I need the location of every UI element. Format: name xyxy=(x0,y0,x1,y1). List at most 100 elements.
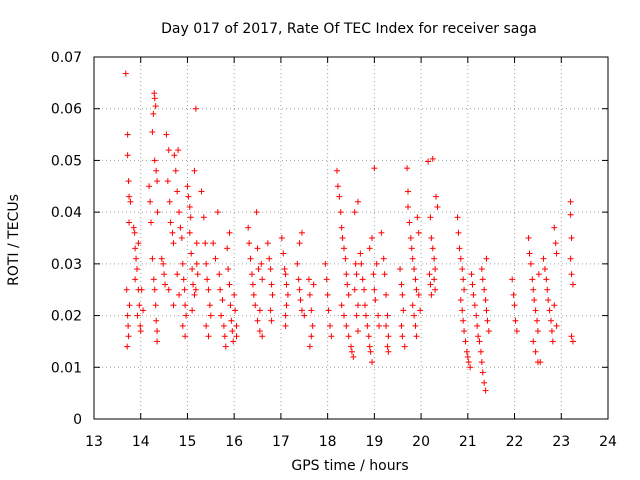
data-point xyxy=(259,276,266,283)
data-point xyxy=(192,286,199,293)
data-point xyxy=(339,235,346,241)
data-point xyxy=(549,338,556,345)
data-point xyxy=(326,322,333,329)
data-point xyxy=(203,322,210,329)
data-point xyxy=(398,322,405,329)
data-point xyxy=(146,183,153,190)
data-point xyxy=(537,359,544,366)
data-point xyxy=(569,338,576,345)
data-point xyxy=(532,348,539,355)
data-point xyxy=(355,302,362,309)
data-point xyxy=(457,297,464,304)
data-point xyxy=(456,245,463,252)
data-point xyxy=(407,235,414,241)
y-axis-label: ROTI / TECUs xyxy=(6,194,22,286)
data-point xyxy=(255,266,262,273)
data-point xyxy=(345,333,352,340)
data-point xyxy=(479,276,486,283)
data-point xyxy=(220,322,227,329)
data-point xyxy=(245,224,252,231)
data-point xyxy=(126,219,133,226)
data-point xyxy=(182,333,189,340)
data-point xyxy=(153,167,160,174)
data-point xyxy=(205,333,212,340)
data-point xyxy=(540,255,547,262)
data-point xyxy=(510,291,517,298)
x-tick-label: 21 xyxy=(459,434,477,450)
x-tick-label: 14 xyxy=(132,434,150,450)
data-point xyxy=(455,229,462,236)
data-point xyxy=(429,245,436,252)
data-point xyxy=(206,302,213,309)
data-point xyxy=(179,260,186,267)
data-point xyxy=(362,302,369,309)
data-point xyxy=(193,260,200,267)
data-point xyxy=(186,229,193,236)
data-point xyxy=(333,167,340,174)
data-point xyxy=(426,271,433,278)
data-point xyxy=(365,333,372,340)
data-point xyxy=(154,209,161,216)
data-point xyxy=(229,328,236,335)
data-point xyxy=(373,260,380,267)
data-point xyxy=(254,317,261,324)
data-point xyxy=(154,338,161,345)
data-point xyxy=(343,271,350,278)
y-tick-label: 0.01 xyxy=(51,360,82,376)
data-point xyxy=(432,286,439,293)
data-point xyxy=(345,291,352,298)
data-point xyxy=(216,271,223,278)
data-point xyxy=(568,333,575,340)
y-tick-label: 0.06 xyxy=(51,102,82,118)
data-point xyxy=(348,348,355,355)
data-point xyxy=(411,266,418,273)
data-point xyxy=(281,266,288,273)
data-point xyxy=(432,266,439,273)
data-point xyxy=(171,152,178,159)
x-tick-label: 24 xyxy=(599,434,617,450)
data-point xyxy=(343,322,350,329)
data-point xyxy=(340,312,347,319)
data-point xyxy=(284,291,291,298)
data-point xyxy=(412,322,419,329)
data-point xyxy=(174,188,181,195)
data-point xyxy=(207,312,214,319)
data-point xyxy=(180,276,187,283)
data-point xyxy=(258,260,265,267)
data-point xyxy=(541,266,548,273)
data-point xyxy=(306,343,313,350)
data-point xyxy=(474,322,481,329)
data-point xyxy=(148,219,155,226)
data-point xyxy=(306,291,313,298)
data-point xyxy=(338,224,345,231)
data-point xyxy=(406,219,413,226)
data-point xyxy=(256,307,263,314)
data-point xyxy=(467,364,474,371)
data-point xyxy=(162,281,169,288)
data-point xyxy=(264,240,271,247)
data-point xyxy=(364,322,371,329)
data-point xyxy=(553,322,560,329)
data-point xyxy=(464,353,471,360)
data-point xyxy=(124,131,131,138)
data-point xyxy=(296,286,303,293)
data-point xyxy=(125,322,132,329)
data-point xyxy=(218,312,225,319)
data-point xyxy=(527,260,534,267)
data-point xyxy=(212,255,219,262)
data-point xyxy=(413,286,420,293)
data-point xyxy=(132,245,139,252)
data-point xyxy=(478,359,485,366)
data-point xyxy=(221,333,228,340)
data-point xyxy=(282,271,289,278)
data-point xyxy=(461,328,468,335)
data-point xyxy=(462,338,469,345)
data-point xyxy=(471,302,478,309)
data-point xyxy=(169,229,176,236)
data-point xyxy=(413,333,420,340)
data-point xyxy=(198,188,205,195)
y-tick-label: 0.04 xyxy=(51,205,82,221)
data-point xyxy=(227,302,234,309)
data-point xyxy=(185,193,192,200)
data-point xyxy=(308,333,315,340)
